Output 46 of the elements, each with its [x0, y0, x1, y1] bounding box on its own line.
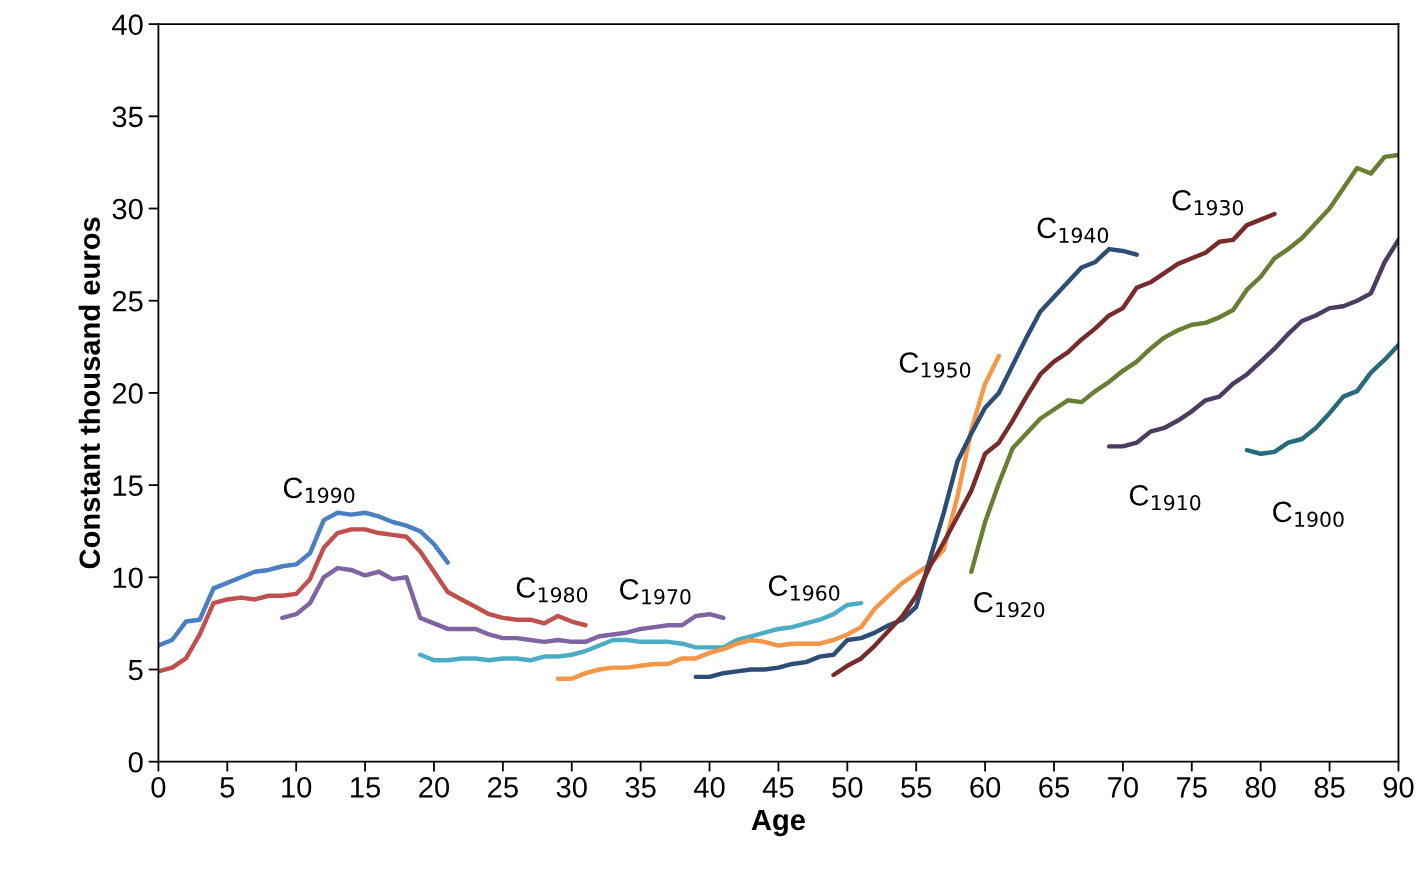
series-label: C$_{1960}$ — [768, 575, 840, 601]
series-label: C$_{1980}$ — [516, 577, 588, 603]
y-tick-label: 40 — [112, 14, 143, 35]
y-tick-label: 30 — [112, 198, 143, 220]
series-label: C$_{1990}$ — [283, 477, 355, 504]
y-axis-title: Constant thousand euros — [78, 217, 101, 569]
x-tick-label: 5 — [220, 777, 235, 798]
series-label: C$_{1950}$ — [899, 352, 971, 378]
x-tick-label: 0 — [151, 777, 166, 798]
y-tick-label: 0 — [128, 751, 143, 773]
y-tick-label: 20 — [112, 383, 143, 404]
series-label: C$_{1940}$ — [1037, 217, 1109, 244]
x-tick-label: 75 — [1177, 777, 1207, 798]
x-tick-label: 20 — [419, 777, 450, 798]
series-label: C$_{1910}$ — [1129, 484, 1201, 511]
x-tick-label: 65 — [1039, 777, 1069, 798]
series-label: C$_{1920}$ — [974, 591, 1045, 618]
x-tick-label: 60 — [970, 777, 1001, 798]
line-series — [1106, 237, 1399, 449]
x-axis-title: Age — [751, 809, 805, 837]
x-tick-label: 15 — [351, 777, 381, 798]
x-tick-label: 85 — [1314, 777, 1345, 798]
x-tick-label: 30 — [556, 777, 587, 798]
line-series — [158, 510, 450, 648]
y-tick-label: 10 — [113, 567, 143, 589]
line-series — [1244, 342, 1399, 456]
series-label: C$_{1930}$ — [1172, 189, 1244, 216]
line-series — [158, 527, 588, 674]
x-tick-label: 10 — [282, 777, 312, 798]
x-tick-label: 70 — [1108, 777, 1138, 798]
line-series — [969, 152, 1399, 574]
series-label: C$_{1900}$ — [1273, 501, 1344, 528]
y-tick-label: 15 — [113, 475, 143, 496]
x-tick-label: 40 — [693, 777, 725, 798]
line-series — [280, 565, 726, 645]
y-tick-label: 5 — [128, 660, 143, 681]
x-tick-label: 90 — [1383, 777, 1414, 798]
series-label: C$_{1970}$ — [620, 579, 691, 605]
x-tick-label: 25 — [488, 777, 518, 798]
y-tick-label: 25 — [112, 290, 143, 312]
y-tick-label: 35 — [112, 106, 143, 128]
x-tick-label: 35 — [625, 777, 656, 798]
x-tick-label: 80 — [1245, 777, 1276, 798]
x-tick-label: 45 — [762, 777, 794, 798]
x-tick-label: 55 — [901, 777, 932, 798]
x-tick-label: 50 — [832, 777, 863, 798]
